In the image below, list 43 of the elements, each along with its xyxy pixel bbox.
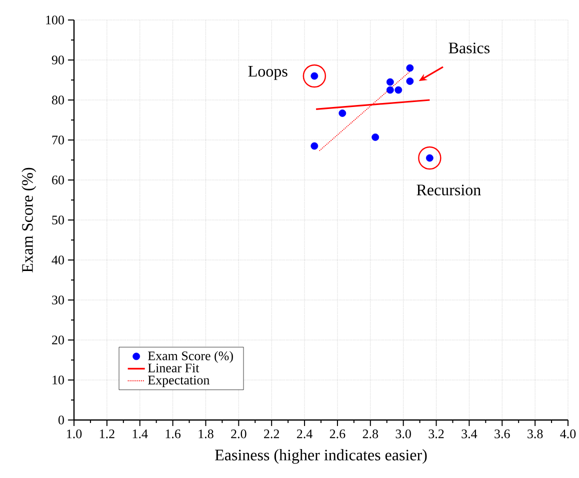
y-tick-label: 100 xyxy=(46,16,64,24)
point xyxy=(386,78,394,86)
point xyxy=(338,109,346,117)
x-axis-title: Easiness (higher indicates easier) xyxy=(215,449,427,464)
point xyxy=(372,133,380,141)
x-tick-label: 2.0 xyxy=(231,430,246,438)
x-tick-label: 4.0 xyxy=(560,430,576,438)
x-tick-label: 1.8 xyxy=(198,430,214,438)
x-tick-label: 1.4 xyxy=(132,430,148,438)
x-tick-label: 3.2 xyxy=(428,430,444,438)
annotation: Basics xyxy=(448,42,490,54)
point xyxy=(406,77,414,85)
y-tick-label: 10 xyxy=(52,376,64,384)
x-tick-label: 2.2 xyxy=(264,430,280,438)
point xyxy=(386,86,394,94)
y-tick-label: 70 xyxy=(52,136,64,144)
y-axis-title: Exam Score (%) xyxy=(22,168,36,272)
x-tick-label: 2.6 xyxy=(330,430,346,438)
x-tick-label: 3.8 xyxy=(528,430,543,438)
annotation: Loops xyxy=(248,66,288,80)
legend-label: Exam Score (%) xyxy=(148,351,233,363)
annotation: Recursion xyxy=(416,184,481,196)
y-tick-label: 30 xyxy=(52,296,64,304)
y-tick-label: 90 xyxy=(52,56,64,64)
x-tick-label: 1.0 xyxy=(67,430,82,438)
legend-label: Linear Fit xyxy=(148,364,200,372)
x-tick-label: 3.4 xyxy=(462,430,478,438)
x-tick-label: 1.6 xyxy=(166,430,181,438)
x-tick-label: 1.2 xyxy=(100,430,114,438)
point xyxy=(406,64,414,72)
x-tick-label: 2.8 xyxy=(362,430,378,438)
legend-label: Expectation xyxy=(148,376,210,388)
point xyxy=(394,86,402,94)
y-tick-label: 60 xyxy=(52,176,64,184)
x-tick-label: 3.6 xyxy=(494,430,510,438)
y-tick-label: 40 xyxy=(52,256,64,264)
point xyxy=(310,142,318,150)
x-tick-label: 2.4 xyxy=(296,430,312,438)
y-tick-label: 0 xyxy=(58,416,64,424)
y-tick-label: 20 xyxy=(52,336,64,344)
x-tick-label: 3.0 xyxy=(396,430,411,438)
y-tick-label: 50 xyxy=(52,216,64,224)
y-tick-label: 80 xyxy=(52,96,64,104)
